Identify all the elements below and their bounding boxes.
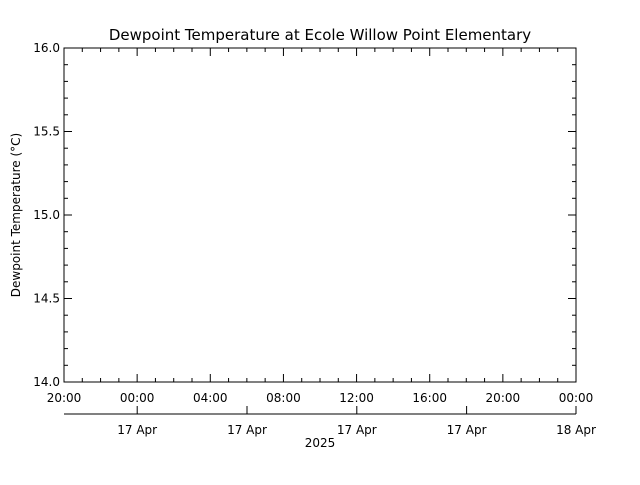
x-axis-year-label: 2025	[305, 436, 336, 450]
x-tick-label: 16:00	[412, 391, 447, 405]
y-tick-label: 15.0	[33, 208, 60, 222]
x-tick-label: 20:00	[486, 391, 521, 405]
y-tick-label: 15.5	[33, 125, 60, 139]
x-tick-label: 08:00	[266, 391, 301, 405]
y-axis-label: Dewpoint Temperature (°C)	[9, 133, 23, 297]
date-tick-label: 18 Apr	[556, 423, 596, 437]
x-tick-label: 12:00	[339, 391, 374, 405]
x-axis: 20:00 00:00 04:00 08:00 12:00 16:00 20:00 00:00	[47, 48, 594, 405]
x-tick-label: 00:00	[120, 391, 155, 405]
y-tick-label: 14.0	[33, 375, 60, 389]
date-axis: 17 Apr 17 Apr 17 Apr 17 Apr 18 Apr	[117, 406, 596, 437]
y-tick-label: 16.0	[33, 41, 60, 55]
chart-title: Dewpoint Temperature at Ecole Willow Poi…	[109, 26, 531, 44]
date-tick-label: 17 Apr	[227, 423, 267, 437]
date-tick-label: 17 Apr	[447, 423, 487, 437]
date-tick-label: 17 Apr	[337, 423, 377, 437]
y-tick-label: 14.5	[33, 292, 60, 306]
x-tick-label: 04:00	[193, 391, 228, 405]
plot-frame	[63, 47, 577, 383]
x-tick-label: 00:00	[559, 391, 594, 405]
y-axis: 14.0 14.5 15.0 15.5 16.0	[33, 41, 576, 389]
date-tick-label: 17 Apr	[117, 423, 157, 437]
x-tick-label: 20:00	[47, 391, 82, 405]
